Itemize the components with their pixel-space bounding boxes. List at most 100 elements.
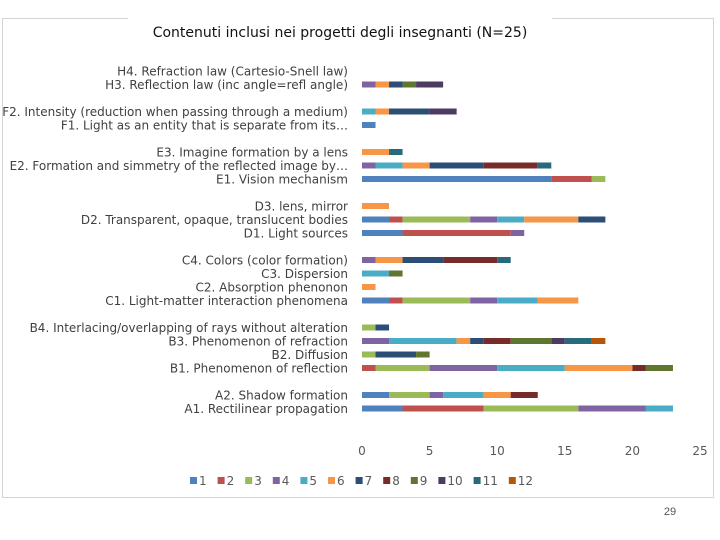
- x-tick-label: 25: [692, 444, 707, 458]
- legend-label-7: 7: [365, 474, 373, 488]
- bar-segment-series-5: [375, 162, 403, 169]
- legend-swatch-12: [508, 477, 516, 484]
- bar-segment-series-6: [375, 257, 403, 263]
- bar-segment-series-6: [362, 149, 390, 155]
- bar-segment-series-4: [362, 257, 376, 263]
- legend-label-11: 11: [483, 474, 498, 488]
- bar-segment-series-2: [389, 297, 403, 304]
- category-label: B4. Interlacing/overlapping of rays with…: [30, 321, 348, 335]
- legend-swatch-5: [300, 477, 308, 484]
- bar-segment-series-5: [497, 297, 538, 304]
- bar-segment-series-6: [362, 284, 376, 290]
- category-label: B3. Phenomenon of refraction: [168, 335, 348, 349]
- bar-segment-series-4: [578, 405, 646, 412]
- legend-swatch-7: [355, 477, 363, 484]
- bar-segment-series-4: [362, 162, 376, 169]
- bar-segment-series-4: [510, 230, 525, 236]
- bar-segment-series-11: [497, 257, 511, 263]
- bar-segment-series-6: [402, 162, 430, 169]
- bar-segment-series-1: [362, 392, 390, 398]
- bar-segment-series-7: [375, 324, 390, 331]
- legend-label-9: 9: [420, 474, 428, 488]
- bar-segment-series-4: [362, 338, 390, 344]
- category-label: B2. Diffusion: [272, 348, 348, 362]
- bar-segment-series-1: [362, 176, 552, 182]
- legend-label-12: 12: [518, 474, 533, 488]
- bar-segment-series-3: [483, 405, 579, 412]
- bar-segment-series-7: [470, 338, 484, 344]
- bar-segment-series-7: [578, 216, 606, 223]
- bar-segment-series-6: [524, 216, 579, 223]
- x-tick-label: 20: [625, 444, 640, 458]
- category-label: C4. Colors (color formation): [182, 254, 348, 268]
- bar-segment-series-10: [429, 108, 457, 115]
- bar-segment-series-1: [362, 216, 390, 223]
- category-label: B1. Phenomenon of reflection: [170, 362, 348, 376]
- bar-segment-series-4: [470, 297, 498, 304]
- bar-segment-series-6: [362, 203, 390, 209]
- bar-segment-series-7: [429, 162, 484, 169]
- bar-segment-series-3: [375, 365, 430, 371]
- bar-segment-series-1: [362, 122, 376, 128]
- legend-swatch-1: [190, 477, 197, 484]
- category-label: F1. Light as an entity that is separate …: [61, 119, 348, 133]
- bar-segment-series-7: [402, 257, 444, 263]
- bar-segment-series-9: [645, 365, 673, 371]
- bar-segment-series-1: [362, 230, 403, 236]
- bar-segment-series-5: [362, 108, 376, 115]
- category-label: D1. Light sources: [244, 227, 348, 241]
- legend-label-6: 6: [337, 474, 345, 488]
- bar-segment-series-1: [362, 297, 390, 304]
- legend-swatch-11: [473, 477, 481, 484]
- bar-segment-series-5: [443, 392, 484, 398]
- bar-segment-series-5: [645, 405, 673, 412]
- legend-swatch-3: [245, 477, 253, 484]
- bar-segment-series-11: [537, 162, 552, 169]
- bar-segment-series-3: [362, 324, 376, 331]
- bar-segment-series-2: [402, 230, 511, 236]
- bar-segment-series-8: [483, 338, 511, 344]
- bar-segment-series-5: [389, 338, 457, 344]
- bar-segment-series-4: [429, 392, 444, 398]
- legend-label-4: 4: [282, 474, 290, 488]
- x-tick-label: 0: [358, 444, 366, 458]
- legend-swatch-8: [383, 477, 391, 484]
- bar-segment-series-6: [564, 365, 633, 371]
- bar-segment-series-8: [443, 257, 498, 263]
- legend-swatch-2: [217, 477, 225, 484]
- legend-label-10: 10: [447, 474, 462, 488]
- category-label: C3. Dispersion: [261, 267, 348, 281]
- legend-label-5: 5: [309, 474, 317, 488]
- bar-segment-series-9: [510, 338, 552, 344]
- bar-segment-series-3: [402, 297, 471, 304]
- legend-swatch-6: [328, 477, 335, 484]
- bar-segment-series-2: [389, 216, 403, 223]
- category-label: D2. Transparent, opaque, translucent bod…: [81, 213, 348, 227]
- chart-title: Contenuti inclusi nei progetti degli ins…: [128, 18, 552, 48]
- bar-segment-series-9: [402, 81, 417, 88]
- bar-segment-series-7: [389, 108, 430, 115]
- bar-segment-series-9: [389, 270, 403, 277]
- bar-segment-series-9: [416, 351, 430, 358]
- legend-swatch-4: [272, 477, 280, 484]
- bar-segment-series-8: [632, 365, 646, 371]
- legend-label-3: 3: [254, 474, 262, 488]
- bar-segment-series-3: [591, 176, 606, 182]
- legend-swatch-10: [438, 477, 446, 484]
- x-tick-label: 10: [490, 444, 505, 458]
- bar-segment-series-11: [389, 149, 403, 155]
- legend-swatch-9: [410, 477, 418, 484]
- bar-segment-series-5: [497, 216, 525, 223]
- category-label: F2. Intensity (reduction when passing th…: [2, 105, 348, 119]
- x-tick-label: 5: [426, 444, 434, 458]
- bar-segment-series-5: [362, 270, 390, 277]
- bar-segment-series-7: [389, 81, 403, 88]
- bar-segment-series-1: [362, 405, 403, 412]
- bar-segment-series-7: [375, 351, 417, 358]
- bar-segment-series-6: [456, 338, 471, 344]
- category-label: A1. Rectilinear propagation: [184, 402, 348, 416]
- bar-segment-series-2: [402, 405, 484, 412]
- category-label: C2. Absorption phenonon: [195, 281, 348, 295]
- bar-segment-series-10: [416, 81, 444, 88]
